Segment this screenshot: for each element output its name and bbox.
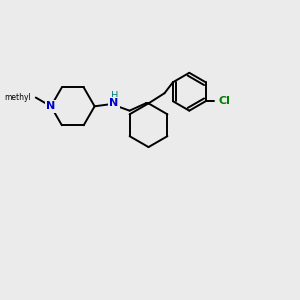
Text: N: N [46, 101, 56, 111]
Text: N: N [109, 98, 118, 108]
Text: Cl: Cl [219, 96, 231, 106]
Text: H: H [111, 91, 119, 101]
Text: methyl: methyl [4, 93, 31, 102]
